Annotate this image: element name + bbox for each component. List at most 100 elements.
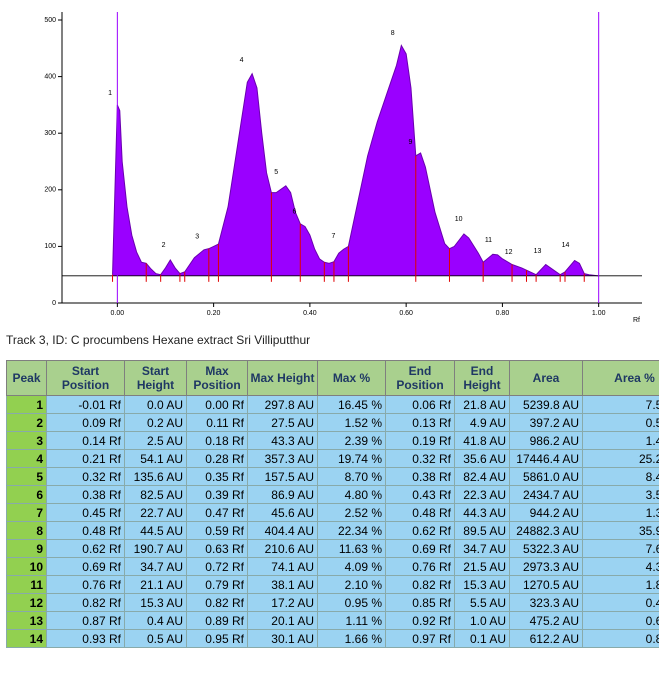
table-cell: 7.58 % [582,395,659,414]
table-cell: 35.97 % [582,521,659,540]
table-cell: 38.1 AU [247,575,318,594]
table-cell: 7.69 % [582,539,659,558]
table-cell: 1.0 AU [454,611,510,630]
table-cell: 41.8 AU [454,431,510,450]
x-tick-label: 0.80 [496,310,510,317]
table-cell: 17446.4 AU [509,449,583,468]
trace-line [112,44,599,277]
peak-cell: 14 [6,629,47,648]
table-cell: 0.4 AU [124,611,187,630]
table-cell: 0.09 Rf [46,413,125,432]
peak-cell: 2 [6,413,47,432]
table-wrap: Peak Start Position Start Height Max Positi… [6,360,659,675]
table-cell: 0.18 Rf [186,431,248,450]
table-cell: 1.37 % [582,503,659,522]
table-cell: 1.52 % [317,413,386,432]
table-cell: 0.82 Rf [186,593,248,612]
table-cell: 0.39 Rf [186,485,248,504]
table-cell: 0.47 Rf [186,503,248,522]
table-cell: 45.6 AU [247,503,318,522]
peak-label: 14 [562,242,570,249]
x-tick-label: 0.00 [111,310,125,317]
table-cell: 5322.3 AU [509,539,583,558]
table-cell: 0.76 Rf [385,557,455,576]
chart: 0 100 200 300 400 500 0.00 0.20 0.40 0.60 0.80 1.00… [44,12,642,324]
table-cell: 2.39 % [317,431,386,450]
table-cell: 4.30 % [582,557,659,576]
table-cell: 0.14 Rf [46,431,125,450]
table-cell: 0.32 Rf [385,449,455,468]
table-cell: 0.19 Rf [385,431,455,450]
table-cell: 0.87 Rf [46,611,125,630]
table-cell: 2.10 % [317,575,386,594]
table-row: 4 0.21 Rf 54.1 AU 0.28 Rf 357.3 AU 19.74 % 0.3… [6,449,659,468]
table-cell: 16.45 % [317,395,386,414]
header-cell: Area % [582,360,659,396]
table-cell: 44.3 AU [454,503,510,522]
table-cell: 0.06 Rf [385,395,455,414]
table-cell: 0.38 Rf [46,485,125,504]
header-cell: Area [509,360,583,396]
peak-label: 1 [108,90,112,97]
table-cell: 297.8 AU [247,395,318,414]
table-cell: 0.69 Rf [385,539,455,558]
table-cell: 82.5 AU [124,485,187,504]
table-cell: 34.7 AU [454,539,510,558]
table-cell: 0.59 Rf [186,521,248,540]
caption: Track 3, ID: C procumbens Hexane extract… [6,333,311,347]
table-cell: 15.3 AU [454,575,510,594]
table-cell: 323.3 AU [509,593,583,612]
table-cell: 0.62 Rf [46,539,125,558]
table-cell: 0.63 Rf [186,539,248,558]
table-cell: 5239.8 AU [509,395,583,414]
peak-cell: 10 [6,557,47,576]
table-cell: 0.43 Rf [385,485,455,504]
peak-label: 3 [195,234,199,241]
table-cell: 0.76 Rf [46,575,125,594]
header-row: Peak Start Position Start Height Max Positi… [6,360,659,396]
peak-cell: 13 [6,611,47,630]
y-tick-label: 400 [44,73,56,80]
table-cell: 0.79 Rf [186,575,248,594]
y-tick-label: 300 [44,130,56,137]
y-tick-label: 200 [44,187,56,194]
table-cell: 35.6 AU [454,449,510,468]
peak-label: 10 [455,216,463,223]
table-cell: 0.11 Rf [186,413,248,432]
table-cell: 0.48 Rf [46,521,125,540]
table-cell: 74.1 AU [247,557,318,576]
peak-label: 2 [162,242,166,249]
table-cell: 19.74 % [317,449,386,468]
table-row: 11 0.76 Rf 21.1 AU 0.79 Rf 38.1 AU 2.10 % 0.82… [6,575,659,594]
table-cell: 0.47 % [582,593,659,612]
peak-label: 4 [240,57,244,64]
table-cell: 0.45 Rf [46,503,125,522]
peak-label: 13 [534,248,542,255]
table-cell: 22.7 AU [124,503,187,522]
peak-cell: 1 [6,395,47,414]
table-cell: 21.8 AU [454,395,510,414]
table-cell: 0.69 Rf [46,557,125,576]
table-cell: 15.3 AU [124,593,187,612]
table-row: 7 0.45 Rf 22.7 AU 0.47 Rf 45.6 AU 2.52 % 0.48 … [6,503,659,522]
table-cell: 0.89 Rf [186,611,248,630]
table-cell: 22.3 AU [454,485,510,504]
table-cell: 0.57 % [582,413,659,432]
table-cell: 210.6 AU [247,539,318,558]
table-cell: 0.13 Rf [385,413,455,432]
x-axis-label: Rf [633,317,640,324]
peak-cell: 6 [6,485,47,504]
peak-cell: 12 [6,593,47,612]
table-cell: 0.62 Rf [385,521,455,540]
table-cell: 82.4 AU [454,467,510,486]
table-row: 1 -0.01 Rf 0.0 AU 0.00 Rf 297.8 AU 16.45 % 0.0… [6,395,659,414]
table-row: 6 0.38 Rf 82.5 AU 0.39 Rf 86.9 AU 4.80 % 0.43 … [6,485,659,504]
table-cell: 0.00 Rf [186,395,248,414]
table-row: 2 0.09 Rf 0.2 AU 0.11 Rf 27.5 AU 1.52 % 0.13 R… [6,413,659,432]
table-cell: 0.82 Rf [46,593,125,612]
table-cell: 0.0 AU [124,395,187,414]
peak-label: 11 [485,237,492,244]
table-cell: 1.84 % [582,575,659,594]
peak-label: 8 [391,30,395,37]
peak-cell: 3 [6,431,47,450]
